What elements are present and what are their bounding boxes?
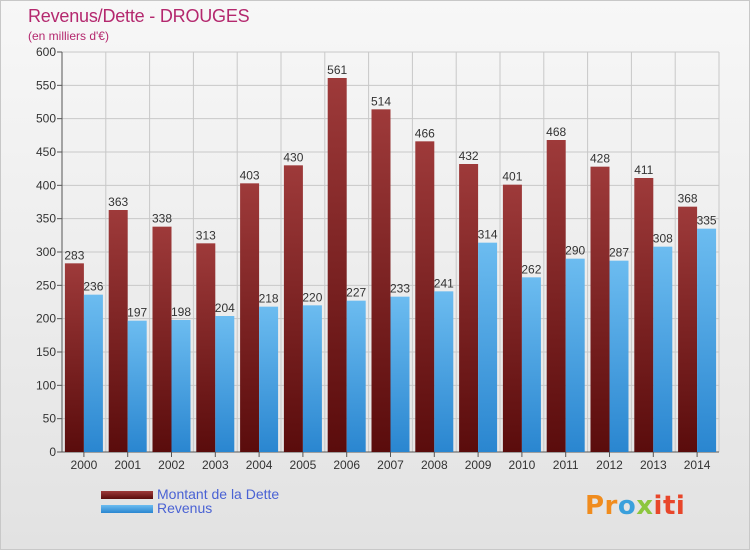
- data-label-debt: 432: [459, 149, 479, 163]
- x-tick-label: 2014: [684, 458, 711, 472]
- data-label-debt: 283: [64, 248, 84, 262]
- bar-revenue: [609, 260, 629, 452]
- proxiti-logo: Proxiti: [585, 491, 686, 521]
- data-label-debt: 514: [371, 94, 391, 108]
- bar-revenue: [171, 320, 191, 452]
- bars: [64, 78, 717, 453]
- x-tick-label: 2010: [509, 458, 536, 472]
- bar-debt: [590, 166, 610, 452]
- y-tick-label: 350: [36, 212, 56, 226]
- bar-debt: [283, 165, 303, 453]
- data-label-revenue: 287: [609, 246, 629, 260]
- bar-revenue: [434, 291, 454, 452]
- data-label-debt: 430: [283, 150, 303, 164]
- data-label-revenue: 220: [302, 290, 322, 304]
- y-tick-label: 300: [36, 245, 56, 259]
- bar-debt: [415, 141, 435, 453]
- bar-debt: [502, 184, 522, 452]
- data-label-revenue: 262: [521, 262, 541, 276]
- bar-debt: [459, 164, 479, 452]
- bar-debt: [546, 140, 566, 452]
- bar-revenue: [697, 228, 717, 452]
- bar-debt: [371, 109, 391, 452]
- bar-revenue: [390, 296, 410, 452]
- bar-debt: [678, 206, 698, 452]
- data-label-debt: 363: [108, 195, 128, 209]
- bar-revenue: [302, 305, 322, 452]
- y-tick-label: 400: [36, 178, 56, 192]
- data-label-revenue: 227: [346, 286, 366, 300]
- legend-label-debt: Montant de la Dette: [157, 486, 280, 502]
- x-tick-label: 2007: [377, 458, 404, 472]
- data-label-revenue: 204: [215, 301, 235, 315]
- data-label-debt: 468: [546, 125, 566, 139]
- y-tick-label: 50: [43, 412, 57, 426]
- bar-debt: [327, 78, 347, 452]
- data-label-revenue: 241: [434, 276, 454, 290]
- data-label-revenue: 335: [697, 214, 717, 228]
- legend-label-revenue: Revenus: [157, 500, 213, 516]
- x-tick-label: 2000: [71, 458, 98, 472]
- data-label-revenue: 198: [171, 305, 191, 319]
- data-label-revenue: 290: [565, 244, 585, 258]
- bar-debt: [152, 226, 172, 452]
- bar-revenue: [83, 294, 103, 452]
- data-label-debt: 428: [590, 152, 610, 166]
- data-label-revenue: 197: [127, 306, 147, 320]
- x-tick-label: 2013: [640, 458, 667, 472]
- bar-debt: [634, 178, 654, 452]
- bar-revenue: [565, 258, 585, 452]
- data-label-revenue: 233: [390, 282, 410, 296]
- bar-revenue: [215, 316, 235, 452]
- bar-revenue: [259, 306, 279, 452]
- data-label-revenue: 236: [83, 280, 103, 294]
- bar-revenue: [127, 320, 147, 452]
- bar-revenue: [653, 246, 673, 452]
- bar-revenue: [478, 242, 498, 452]
- x-tick-label: 2005: [290, 458, 317, 472]
- data-label-debt: 338: [152, 212, 172, 226]
- y-tick-label: 600: [36, 45, 56, 59]
- chart-title: Revenus/Dette - DROUGES: [28, 6, 250, 26]
- bar-revenue: [346, 300, 366, 452]
- y-tick-label: 150: [36, 345, 56, 359]
- x-tick-label: 2001: [114, 458, 141, 472]
- y-tick-label: 550: [36, 78, 56, 92]
- bar-debt: [240, 183, 260, 453]
- legend-swatch-revenue: [101, 505, 153, 513]
- x-tick-label: 2011: [553, 458, 579, 472]
- data-label-debt: 403: [240, 168, 260, 182]
- y-tick-label: 200: [36, 312, 56, 326]
- data-label-debt: 411: [634, 163, 653, 177]
- y-tick-label: 500: [36, 112, 56, 126]
- chart-subtitle: (en milliers d'€): [28, 29, 109, 43]
- x-tick-label: 2004: [246, 458, 273, 472]
- data-label-revenue: 218: [259, 292, 279, 306]
- y-tick-label: 450: [36, 145, 56, 159]
- data-label-revenue: 308: [653, 232, 673, 246]
- bar-revenue: [521, 277, 541, 452]
- data-label-debt: 401: [502, 170, 522, 184]
- x-tick-label: 2002: [158, 458, 185, 472]
- y-tick-label: 0: [49, 445, 56, 459]
- x-tick-label: 2008: [421, 458, 448, 472]
- data-labels: 283 236 363 197 338 198 313 204 403 218 430 220 561 2…: [64, 63, 717, 320]
- data-label-debt: 466: [415, 126, 435, 140]
- y-tick-label: 250: [36, 278, 56, 292]
- data-label-debt: 561: [327, 63, 347, 77]
- legend-swatch-debt: [101, 491, 153, 499]
- y-tick-label: 100: [36, 378, 56, 392]
- bar-debt: [64, 263, 84, 452]
- bar-debt: [108, 210, 128, 452]
- data-label-debt: 368: [678, 192, 698, 206]
- x-tick-label: 2006: [333, 458, 360, 472]
- data-label-debt: 313: [196, 228, 216, 242]
- x-tick-label: 2009: [465, 458, 492, 472]
- x-tick-label: 2003: [202, 458, 229, 472]
- data-label-revenue: 314: [478, 228, 498, 242]
- bar-debt: [196, 243, 216, 452]
- x-tick-label: 2012: [596, 458, 623, 472]
